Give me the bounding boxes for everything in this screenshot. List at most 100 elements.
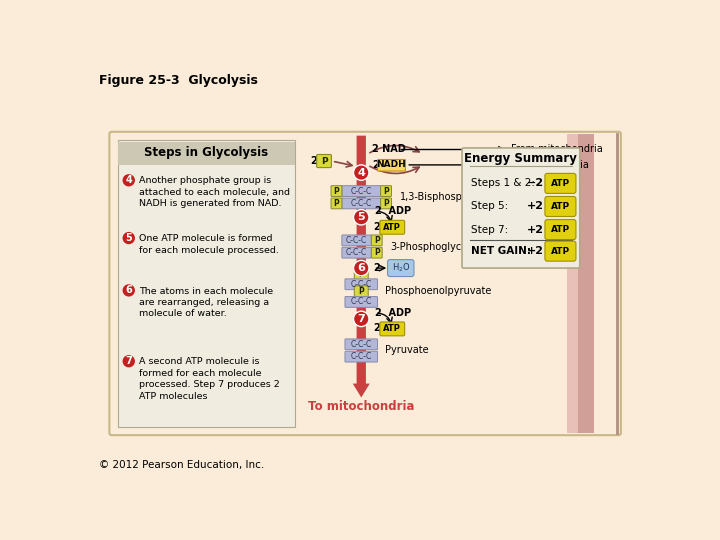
FancyBboxPatch shape (545, 173, 576, 193)
Text: 7: 7 (357, 314, 365, 324)
FancyBboxPatch shape (567, 134, 594, 433)
FancyBboxPatch shape (545, 197, 576, 217)
Text: Another phosphate group is
attached to each molecule, and
NADH is generated from: Another phosphate group is attached to e… (139, 177, 290, 208)
Text: From mitochondria: From mitochondria (510, 145, 603, 154)
Text: 2 NAD: 2 NAD (372, 145, 406, 154)
Text: ATP: ATP (551, 202, 570, 211)
FancyBboxPatch shape (342, 247, 372, 258)
Text: Figure 25-3  Glycolysis: Figure 25-3 Glycolysis (99, 74, 258, 87)
FancyBboxPatch shape (545, 220, 576, 240)
FancyBboxPatch shape (342, 235, 372, 246)
Circle shape (354, 210, 369, 225)
Text: C-C-C: C-C-C (351, 298, 372, 307)
FancyBboxPatch shape (331, 186, 342, 197)
Text: Pyruvate: Pyruvate (384, 346, 428, 355)
FancyBboxPatch shape (387, 260, 414, 276)
Text: +2: +2 (527, 246, 544, 256)
Text: P: P (320, 157, 328, 166)
Text: One ATP molecule is formed
for each molecule processed.: One ATP molecule is formed for each mole… (139, 234, 279, 255)
Text: Phosphoenolpyruvate: Phosphoenolpyruvate (384, 286, 491, 296)
Circle shape (354, 311, 369, 327)
FancyArrow shape (353, 136, 370, 397)
Circle shape (122, 284, 135, 296)
Text: P: P (383, 199, 389, 208)
Circle shape (122, 232, 135, 244)
Text: 2: 2 (374, 263, 380, 273)
FancyBboxPatch shape (118, 142, 294, 165)
Text: The atoms in each molecule
are rearranged, releasing a
molecule of water.: The atoms in each molecule are rearrange… (139, 287, 273, 319)
Text: +2: +2 (527, 225, 544, 234)
FancyBboxPatch shape (118, 140, 294, 427)
Text: P: P (359, 287, 364, 296)
FancyBboxPatch shape (345, 339, 377, 350)
FancyBboxPatch shape (462, 148, 580, 268)
Text: 1,3-Bisphosphoglycerate: 1,3-Bisphosphoglycerate (400, 192, 521, 202)
Text: P: P (374, 248, 379, 257)
Text: P: P (359, 270, 364, 279)
FancyBboxPatch shape (578, 134, 594, 433)
Text: Step 7:: Step 7: (472, 225, 508, 234)
Text: 6: 6 (357, 263, 365, 273)
Text: ATP: ATP (551, 247, 570, 255)
Text: ATP: ATP (551, 225, 570, 234)
Text: 2  ADP: 2 ADP (375, 308, 411, 318)
Text: C-C-C: C-C-C (351, 352, 372, 361)
FancyBboxPatch shape (317, 154, 331, 167)
Text: NET GAIN:: NET GAIN: (472, 246, 531, 256)
Text: 7: 7 (125, 356, 132, 366)
Text: ATP: ATP (551, 179, 570, 188)
FancyBboxPatch shape (381, 186, 392, 197)
FancyBboxPatch shape (345, 279, 377, 289)
Text: 4: 4 (357, 167, 365, 178)
FancyBboxPatch shape (372, 247, 382, 258)
FancyBboxPatch shape (545, 241, 576, 261)
Text: Energy Summary: Energy Summary (464, 152, 577, 165)
Circle shape (122, 355, 135, 367)
Text: To mitochondria: To mitochondria (308, 400, 415, 413)
Text: Steps in Glycolysis: Steps in Glycolysis (144, 146, 269, 159)
Circle shape (354, 165, 369, 180)
Text: ATP: ATP (383, 223, 401, 232)
Text: H$_2$O: H$_2$O (392, 262, 410, 274)
FancyBboxPatch shape (354, 286, 368, 298)
Text: ATP: ATP (383, 325, 401, 333)
FancyBboxPatch shape (342, 198, 381, 209)
Text: C-C-C: C-C-C (351, 187, 372, 195)
FancyBboxPatch shape (381, 198, 392, 209)
FancyBboxPatch shape (345, 351, 377, 362)
Text: P: P (333, 187, 339, 195)
Text: Steps 1 & 2:: Steps 1 & 2: (472, 178, 535, 188)
FancyBboxPatch shape (380, 322, 405, 336)
Text: 2: 2 (372, 160, 379, 170)
Text: P: P (383, 187, 389, 195)
FancyBboxPatch shape (354, 268, 368, 280)
Text: 5: 5 (125, 233, 132, 243)
Text: P: P (333, 199, 339, 208)
Text: −2: −2 (527, 178, 544, 188)
FancyBboxPatch shape (331, 198, 342, 209)
FancyBboxPatch shape (109, 132, 621, 435)
Text: © 2012 Pearson Education, Inc.: © 2012 Pearson Education, Inc. (99, 460, 264, 470)
Text: C-C-C: C-C-C (346, 248, 367, 257)
FancyBboxPatch shape (372, 235, 382, 246)
Text: +2: +2 (527, 201, 544, 212)
Text: C-C-C: C-C-C (351, 340, 372, 349)
Text: 3-Phosphoglycerate: 3-Phosphoglycerate (391, 241, 488, 252)
FancyBboxPatch shape (345, 296, 377, 307)
Text: P: P (374, 236, 379, 245)
Text: 6: 6 (125, 286, 132, 295)
Text: Step 5:: Step 5: (472, 201, 508, 212)
FancyBboxPatch shape (377, 159, 405, 171)
Text: 2  ADP: 2 ADP (375, 206, 411, 216)
FancyBboxPatch shape (380, 220, 405, 234)
Text: 2: 2 (310, 156, 317, 166)
Text: To mitochondria: To mitochondria (510, 160, 589, 170)
Text: A second ATP molecule is
formed for each molecule
processed. Step 7 produces 2
A: A second ATP molecule is formed for each… (139, 357, 279, 401)
Text: NADH: NADH (377, 160, 406, 170)
Circle shape (354, 260, 369, 276)
Text: 2: 2 (374, 323, 380, 333)
Text: 2: 2 (374, 221, 380, 232)
FancyBboxPatch shape (342, 186, 381, 197)
Text: C-C-C: C-C-C (351, 199, 372, 208)
Text: C-C-C: C-C-C (351, 280, 372, 289)
